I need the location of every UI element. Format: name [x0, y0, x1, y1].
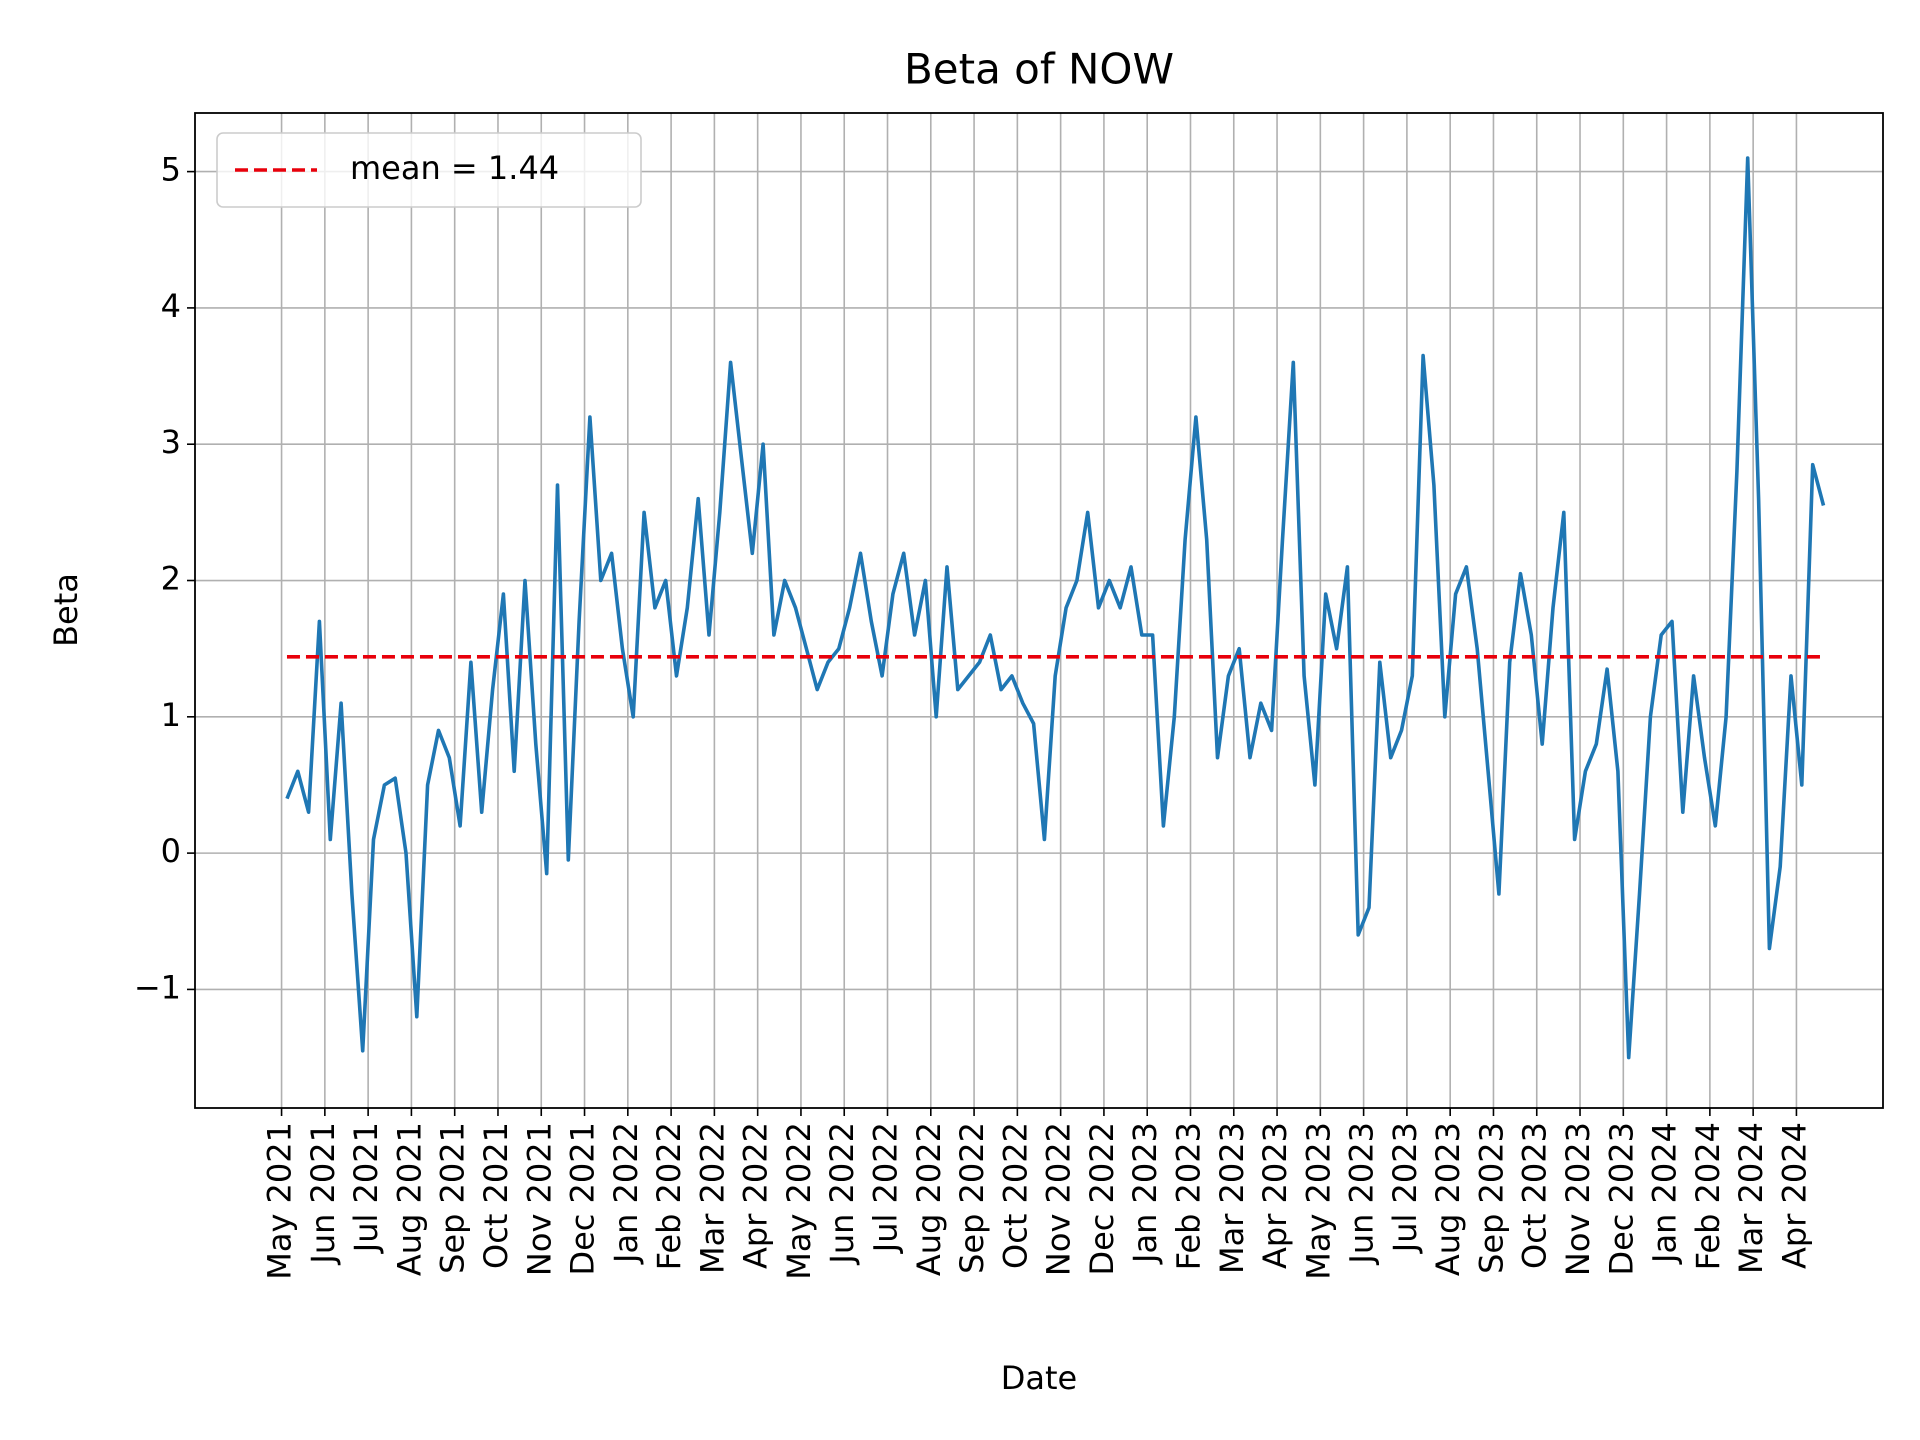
x-tick-label: Jan 2022	[607, 1122, 645, 1265]
x-tick-label: Apr 2023	[1256, 1122, 1294, 1269]
x-tick-label: Jun 2023	[1343, 1122, 1381, 1266]
x-tick-label: Jul 2023	[1386, 1122, 1424, 1254]
x-tick-label: Feb 2022	[650, 1122, 688, 1270]
y-tick-label: −1	[134, 968, 181, 1006]
x-tick-label: Jan 2024	[1646, 1122, 1684, 1265]
y-tick-label: 4	[161, 287, 181, 325]
x-tick-label: Dec 2023	[1602, 1122, 1640, 1276]
x-tick-label: Oct 2023	[1516, 1122, 1554, 1269]
y-tick-label: 2	[161, 560, 181, 598]
x-tick-label: Apr 2024	[1775, 1122, 1813, 1269]
x-tick-label: Sep 2023	[1472, 1122, 1510, 1274]
x-axis-label: Date	[1001, 1359, 1077, 1397]
x-tick-label: Nov 2023	[1559, 1122, 1597, 1276]
y-tick-label: 0	[161, 832, 181, 870]
y-tick-label: 3	[161, 423, 181, 461]
y-tick-label: 1	[161, 696, 181, 734]
y-axis-label: Beta	[47, 573, 85, 647]
x-tick-label: Mar 2024	[1732, 1122, 1770, 1274]
x-tick-label: Mar 2023	[1213, 1122, 1251, 1274]
legend-label: mean = 1.44	[350, 149, 559, 187]
x-tick-label: Jun 2021	[304, 1122, 342, 1266]
x-tick-label: May 2023	[1299, 1122, 1337, 1280]
x-tick-label: Jan 2023	[1126, 1122, 1164, 1265]
x-tick-label: Aug 2021	[390, 1122, 428, 1276]
chart-title: Beta of NOW	[904, 45, 1174, 94]
x-tick-label: Nov 2021	[520, 1122, 558, 1276]
x-tick-label: Sep 2021	[434, 1122, 472, 1274]
data-line	[285, 156, 1826, 1060]
legend-box	[216, 132, 642, 208]
x-tick-label: Jul 2021	[347, 1122, 385, 1254]
x-tick-label: Nov 2022	[1040, 1122, 1078, 1276]
x-tick-label: Feb 2023	[1169, 1122, 1207, 1270]
x-tick-label: Mar 2022	[693, 1122, 731, 1274]
x-tick-label: Jul 2022	[867, 1122, 905, 1254]
x-tick-label: Feb 2024	[1689, 1122, 1727, 1270]
x-tick-label: Apr 2022	[737, 1122, 775, 1269]
x-tick-label: Dec 2022	[1083, 1122, 1121, 1276]
x-tick-label: Oct 2021	[477, 1122, 515, 1269]
x-tick-label: May 2022	[780, 1122, 818, 1280]
x-tick-label: Dec 2021	[564, 1122, 602, 1276]
x-tick-label: Jun 2022	[823, 1122, 861, 1266]
x-tick-label: Sep 2022	[953, 1122, 991, 1274]
y-tick-label: 5	[161, 151, 181, 189]
plot-frame	[194, 112, 1884, 1109]
x-tick-label: Aug 2023	[1429, 1122, 1467, 1276]
x-tick-label: Aug 2022	[910, 1122, 948, 1276]
x-tick-label: May 2021	[261, 1122, 299, 1280]
x-tick-label: Oct 2022	[996, 1122, 1034, 1269]
